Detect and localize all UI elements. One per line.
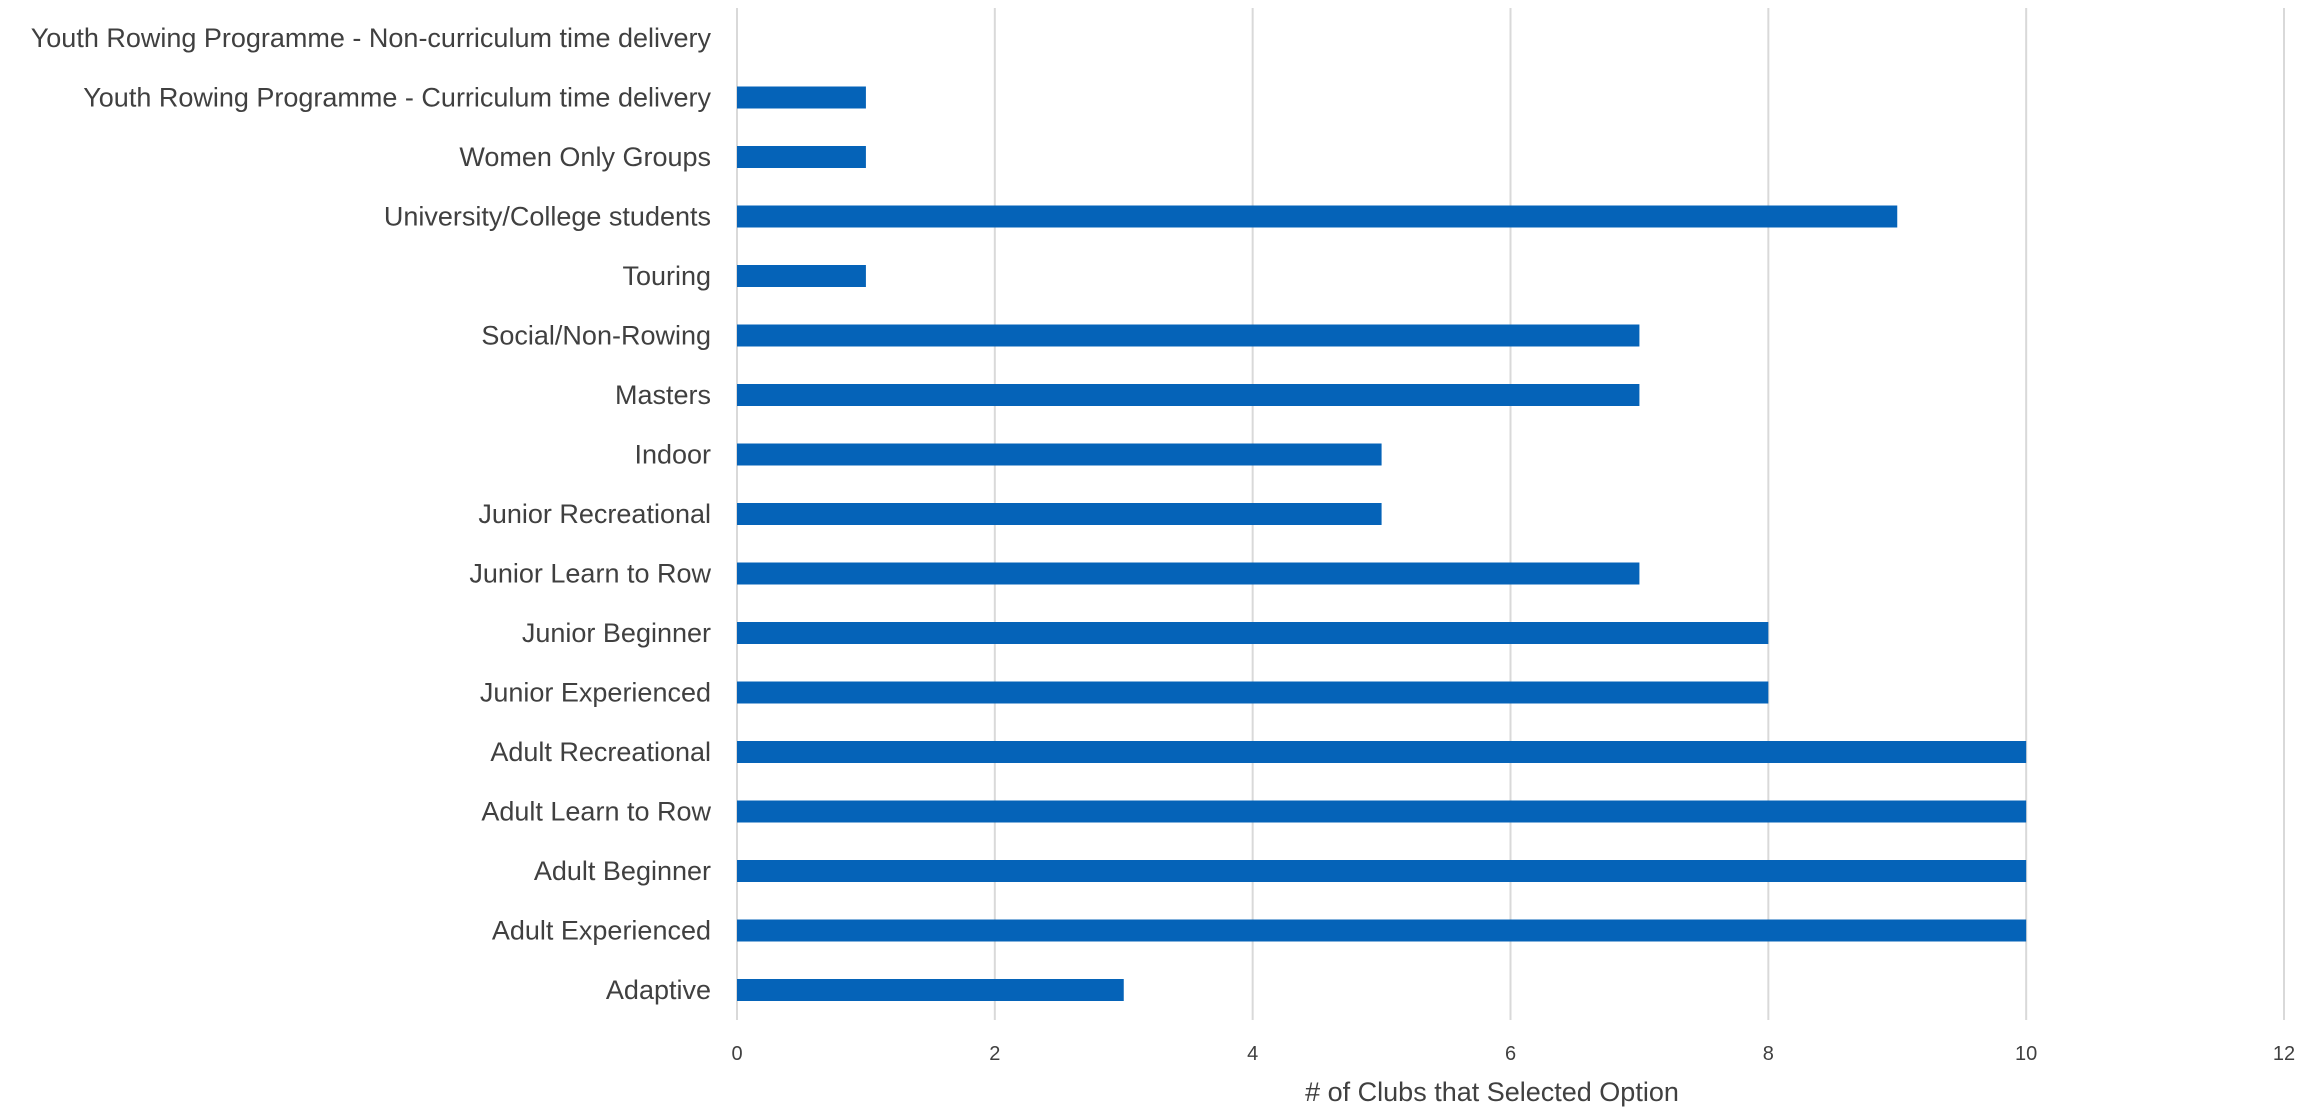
category-label: Adult Recreational — [490, 737, 711, 767]
category-labels: Youth Rowing Programme - Non-curriculum … — [31, 23, 712, 1005]
category-label: Adult Experienced — [492, 916, 711, 946]
bar — [737, 741, 2027, 763]
bar — [737, 146, 866, 168]
bar — [737, 562, 1640, 585]
category-label: Youth Rowing Programme - Non-curriculum … — [31, 23, 712, 53]
bar — [737, 622, 1769, 644]
bar — [737, 265, 866, 287]
bars — [737, 86, 2027, 1001]
category-label: Touring — [622, 261, 711, 291]
category-label: Adult Learn to Row — [481, 797, 711, 827]
x-axis-title: # of Clubs that Selected Option — [1305, 1077, 1679, 1107]
bar — [737, 919, 2027, 942]
bar — [737, 860, 2027, 882]
category-label: Junior Recreational — [478, 499, 711, 529]
x-tick-label: 2 — [989, 1043, 1000, 1065]
category-label: Masters — [615, 380, 711, 410]
bar — [737, 86, 866, 109]
category-label: University/College students — [384, 202, 711, 232]
x-tick-label: 0 — [731, 1043, 742, 1065]
x-tick-labels: 0 2 4 6 8 10 12 — [731, 1043, 2295, 1065]
bar — [737, 503, 1382, 525]
category-label: Junior Learn to Row — [469, 559, 711, 589]
x-tick-label: 12 — [2273, 1043, 2295, 1065]
bar — [737, 384, 1640, 406]
bar — [737, 681, 1769, 704]
category-label: Junior Experienced — [480, 678, 711, 708]
x-tick-label: 4 — [1247, 1043, 1258, 1065]
category-label: Indoor — [634, 440, 711, 470]
category-label: Women Only Groups — [459, 142, 711, 172]
bar — [737, 800, 2027, 823]
bar — [737, 979, 1124, 1001]
x-tick-label: 8 — [1763, 1043, 1774, 1065]
category-label: Youth Rowing Programme - Curriculum time… — [83, 83, 711, 113]
category-label: Adaptive — [606, 975, 711, 1005]
bar — [737, 443, 1382, 466]
bar — [737, 205, 1898, 228]
category-label: Adult Beginner — [534, 856, 711, 886]
x-tick-label: 10 — [2015, 1043, 2037, 1065]
x-tick-label: 6 — [1505, 1043, 1516, 1065]
category-label: Social/Non-Rowing — [481, 321, 711, 351]
category-label: Junior Beginner — [522, 618, 711, 648]
bar — [737, 324, 1640, 347]
